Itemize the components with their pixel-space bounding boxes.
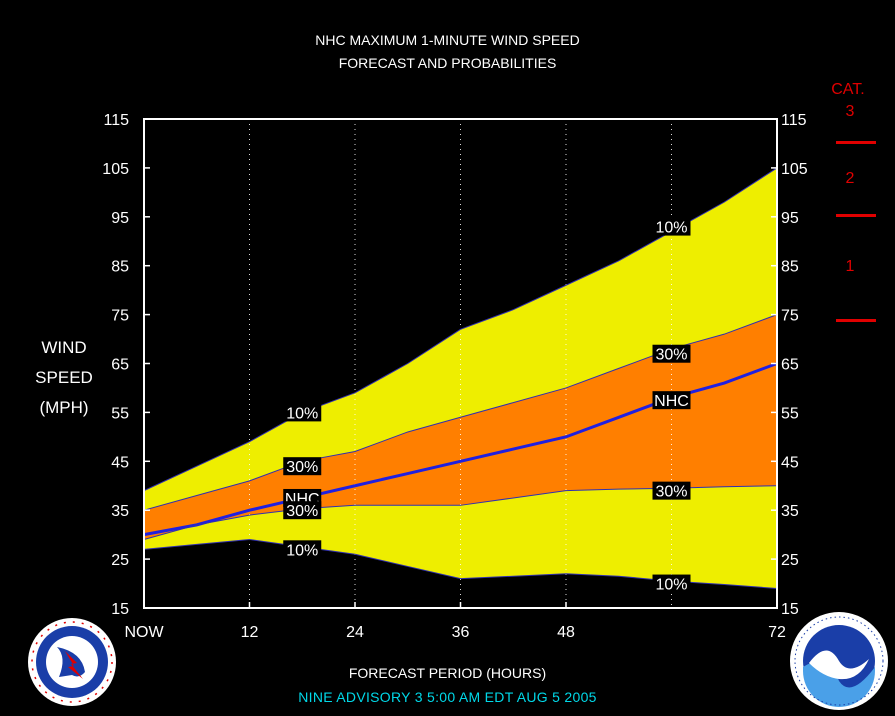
band-label-30pct: 30% (652, 344, 691, 364)
y-tick-right-label: 105 (781, 161, 808, 178)
y-tick-right-label: 45 (781, 454, 799, 471)
y-tick-right-label: 25 (781, 552, 799, 569)
orange-30pct-band (144, 314, 777, 540)
category-1-threshold-line (836, 319, 876, 322)
y-tick-right-label: 95 (781, 210, 799, 227)
band-label-30pct: 30% (283, 501, 322, 520)
y-tick-right-label: 55 (781, 405, 799, 422)
y-tick-left-label: 15 (111, 601, 129, 618)
probability-bands (144, 167, 777, 589)
y-axis-label-line3: (MPH) (39, 398, 89, 417)
y-tick-right-label: 15 (781, 601, 799, 618)
category-2-threshold-line (836, 214, 876, 217)
y-tick-left-label: 75 (111, 308, 129, 325)
x-axis-title: FORECAST PERIOD (HOURS) (348, 665, 547, 681)
band-label-10pct: 10% (283, 540, 322, 559)
band-label-10pct: 10% (652, 574, 691, 594)
svg-text:30%: 30% (286, 459, 318, 476)
chart-title-line1: NHC MAXIMUM 1-MINUTE WIND SPEED (315, 32, 580, 48)
y-tick-left-label: 115 (103, 112, 129, 129)
y-tick-right-label: 115 (781, 112, 807, 129)
y-tick-right-label: 75 (781, 308, 799, 325)
chart-title-line2: FORECAST AND PROBABILITIES (338, 55, 557, 71)
svg-text:10%: 10% (655, 220, 687, 237)
y-axis-label-line1: WIND (41, 338, 87, 357)
category-header: CAT. (831, 81, 865, 98)
category-3-label: 3 (845, 103, 855, 120)
y-axis-label-line2: SPEED (35, 368, 93, 387)
category-3-threshold-line (836, 141, 876, 144)
y-tick-right-label: 35 (781, 503, 799, 520)
svg-text:30%: 30% (655, 484, 687, 501)
noaa-logo (790, 612, 888, 710)
x-tick-label-72: 72 (768, 624, 786, 641)
x-tick-label-12: 12 (241, 624, 259, 641)
band-label-10pct: 10% (283, 403, 322, 422)
y-tick-right-label: 65 (781, 357, 799, 374)
svg-text:10%: 10% (655, 577, 687, 594)
y-tick-left-label: 35 (111, 503, 129, 520)
band-label-nhc: NHC (652, 391, 691, 410)
x-tick-label-36: 36 (452, 624, 470, 641)
x-tick-label-48: 48 (557, 624, 575, 641)
svg-text:30%: 30% (286, 503, 318, 520)
svg-text:10%: 10% (286, 542, 318, 559)
advisory-line: NINE ADVISORY 3 5:00 AM EDT AUG 5 2005 (298, 689, 597, 705)
category-2-label: 2 (845, 170, 855, 187)
y-tick-left-label: 65 (111, 357, 129, 374)
y-tick-left-label: 95 (111, 210, 129, 227)
band-label-30pct: 30% (652, 481, 691, 501)
band-label-30pct: 30% (283, 457, 322, 476)
y-tick-left-label: 25 (111, 552, 129, 569)
y-tick-left-label: 85 (111, 259, 129, 276)
nws-logo (28, 618, 116, 706)
svg-text:30%: 30% (655, 347, 687, 364)
axis-ticks: 15 15 25 25 35 35 45 45 55 55 65 65 75 75 85 85 95 95 105 1… (102, 112, 808, 641)
y-tick-left-label: 105 (102, 161, 129, 178)
category-1-label: 1 (845, 258, 855, 275)
x-tick-label-now: NOW (124, 624, 164, 641)
band-label-10pct: 10% (652, 217, 691, 237)
y-tick-left-label: 45 (111, 454, 129, 471)
y-tick-left-label: 55 (111, 405, 129, 422)
x-tick-label-24: 24 (346, 624, 364, 641)
y-tick-right-label: 85 (781, 259, 799, 276)
svg-text:NHC: NHC (654, 393, 689, 410)
svg-text:10%: 10% (286, 405, 318, 422)
